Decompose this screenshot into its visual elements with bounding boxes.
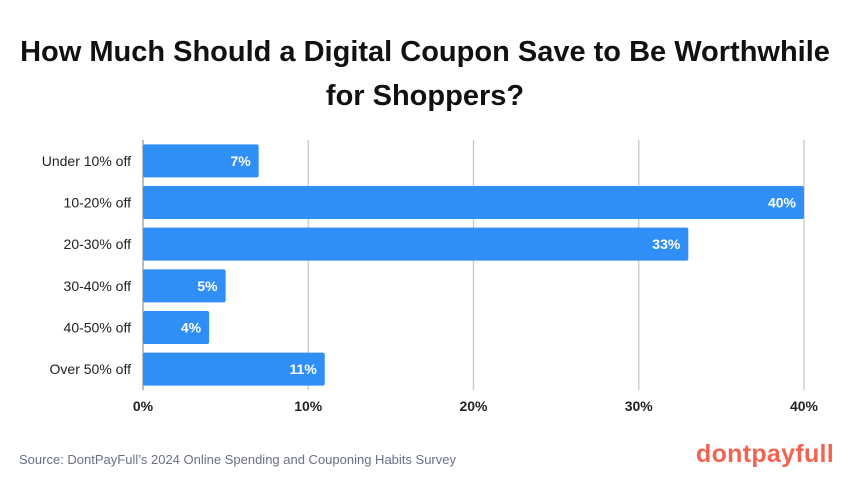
data-label: 7% [230, 153, 251, 169]
x-tick-label: 0% [133, 398, 154, 414]
x-tick-label: 30% [625, 398, 654, 414]
bar [143, 269, 226, 303]
data-label: 40% [768, 195, 797, 211]
data-label: 4% [181, 320, 202, 336]
chart-title: How Much Should a Digital Coupon Save to… [20, 36, 830, 112]
category-label: 30-40% off [64, 278, 132, 294]
category-label: Under 10% off [42, 153, 131, 169]
category-label: Over 50% off [50, 361, 132, 377]
source-note: Source: DontPayFull’s 2024 Online Spendi… [19, 452, 456, 467]
data-label: 5% [197, 278, 218, 294]
data-label: 11% [290, 361, 318, 377]
category-label: 20-30% off [64, 236, 132, 252]
category-label: 10-20% off [64, 195, 132, 211]
bar [143, 311, 210, 344]
bar [143, 144, 259, 178]
bar [143, 352, 325, 386]
bar [143, 227, 689, 261]
data-label: 33% [652, 236, 681, 252]
bar [143, 186, 804, 219]
dontpayfull-logo: dontpayfull [696, 440, 835, 468]
x-tick-label: 20% [459, 398, 488, 414]
category-label: 40-50% off [64, 320, 132, 336]
x-tick-label: 40% [790, 398, 819, 414]
x-tick-label: 10% [294, 398, 323, 414]
